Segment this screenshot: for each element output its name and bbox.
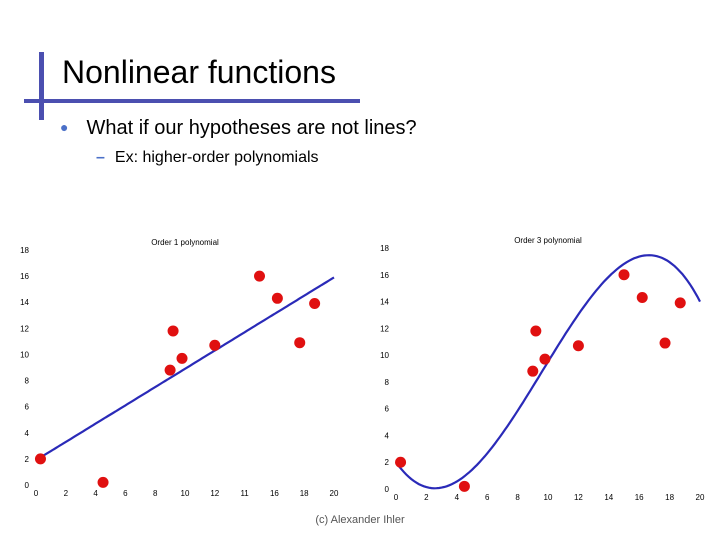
x-tick-label: 12: [210, 489, 219, 498]
data-point: [636, 292, 648, 304]
y-tick-label: 0: [385, 485, 390, 494]
y-tick-label: 18: [380, 244, 389, 253]
bullet-dot-icon: ●: [60, 119, 69, 135]
data-point: [176, 352, 188, 364]
data-point: [164, 364, 176, 376]
y-tick-label: 10: [20, 350, 29, 359]
y-tick-label: 16: [380, 271, 389, 280]
order1-chart: Order 1 polynomial 0 2 4 6 8 10 12 14 16 18 0 2 4 6 8 10…: [20, 238, 339, 498]
data-point: [395, 456, 407, 468]
data-point: [458, 480, 470, 492]
y-tick-label: 4: [25, 429, 30, 438]
y-tick-label: 12: [380, 324, 389, 333]
x-tick-label: 2: [424, 493, 429, 502]
y-tick-label: 0: [25, 481, 30, 490]
bullet-level-1-text: What if our hypotheses are not lines?: [86, 117, 417, 139]
y-tick-label: 8: [385, 378, 390, 387]
x-tick-label: 6: [123, 489, 128, 498]
title-accent-horizontal-bar: [24, 99, 360, 103]
bullet-level-2: – Ex: higher-order polynomials: [96, 146, 319, 170]
data-point: [530, 325, 542, 337]
data-point: [254, 270, 265, 282]
y-tick-label: 6: [25, 403, 30, 412]
footer-credit: (c) Alexander Ihler: [315, 514, 405, 526]
x-tick-label: 16: [635, 493, 644, 502]
data-point: [34, 453, 46, 465]
x-tick-label: 20: [330, 489, 339, 498]
y-tick-label: 14: [380, 298, 389, 307]
order3-chart: Order 3 polynomial 0 2 4 6 8 10 12 14 16 18 0 2 4 6 8 10…: [380, 236, 705, 502]
y-tick-label: 2: [25, 455, 30, 464]
data-point: [294, 337, 306, 349]
y-tick-label: 16: [20, 272, 29, 281]
fit-curve-line: [395, 254, 701, 490]
x-tick-label: 6: [485, 493, 490, 502]
x-tick-label: 10: [544, 493, 553, 502]
x-tick-label: 18: [665, 493, 674, 502]
data-point: [209, 339, 221, 351]
x-tick-label: 11: [240, 489, 249, 498]
x-tick-label: 10: [181, 489, 190, 498]
y-tick-label: 2: [385, 458, 390, 467]
bullet-dash-icon: –: [96, 149, 105, 166]
data-point: [618, 269, 630, 281]
x-tick-label: 18: [300, 489, 309, 498]
data-point: [271, 292, 283, 304]
data-point: [674, 297, 686, 309]
x-tick-label: 2: [64, 489, 69, 498]
x-tick-label: 0: [394, 493, 399, 502]
y-tick-label: 8: [25, 377, 30, 386]
y-tick-label: 6: [385, 405, 390, 414]
x-tick-label: 12: [574, 493, 583, 502]
y-tick-label: 10: [380, 351, 389, 360]
bullet-level-2-text: Ex: higher-order polynomials: [114, 149, 319, 166]
x-tick-label: 8: [515, 493, 520, 502]
chart-title: Order 3 polynomial: [514, 236, 582, 245]
y-tick-label: 14: [20, 298, 29, 307]
x-tick-label: 16: [270, 489, 279, 498]
data-point: [659, 337, 671, 349]
x-tick-label: 4: [455, 493, 460, 502]
x-tick-label: 4: [93, 489, 98, 498]
x-tick-label: 14: [604, 493, 613, 502]
x-tick-label: 0: [34, 489, 39, 498]
y-tick-label: 12: [20, 324, 29, 333]
x-tick-label: 20: [696, 493, 705, 502]
data-point: [572, 340, 584, 352]
bullet-level-1: ● What if our hypotheses are not lines?: [60, 114, 417, 143]
data-point: [167, 325, 179, 337]
data-point: [309, 298, 321, 310]
data-point: [539, 353, 551, 365]
data-point: [527, 365, 539, 377]
data-point: [97, 476, 109, 488]
slide-title: Nonlinear functions: [62, 54, 336, 90]
y-tick-label: 18: [20, 246, 29, 255]
fit-curve-line: [35, 276, 335, 462]
title-accent-vertical-bar: [39, 52, 44, 120]
y-tick-label: 4: [385, 431, 390, 440]
x-tick-label: 8: [153, 489, 158, 498]
chart-title: Order 1 polynomial: [151, 238, 219, 247]
